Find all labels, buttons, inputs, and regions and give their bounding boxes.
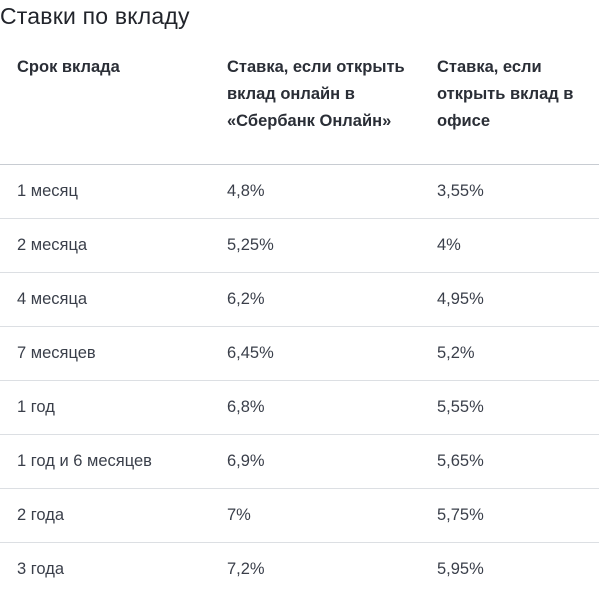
term-cell: 4 месяца <box>0 272 210 327</box>
office-rate-cell: 5,65% <box>420 434 599 489</box>
header-term: Срок вклада <box>0 44 210 165</box>
table-row: 7 месяцев 6,45% 5,2% <box>0 326 599 381</box>
term-cell: 3 года <box>17 559 65 578</box>
term-cell: 1 год и 6 месяцев <box>0 434 210 489</box>
office-rate-cell: 5,95% <box>437 559 484 578</box>
term-cell: 2 года <box>0 488 210 543</box>
term-cell: 1 год <box>0 380 210 435</box>
header-office-rate: Ставка, если открыть вклад в офисе <box>420 44 599 165</box>
table-row: 1 месяц 4,8% 3,55% <box>0 164 599 219</box>
header-online-rate: Ставка, если открыть вклад онлайн в «Сбе… <box>210 44 420 165</box>
term-cell: 2 месяца <box>0 218 210 273</box>
online-rate-cell: 6,8% <box>210 380 420 435</box>
table-row: 4 месяца 6,2% 4,95% <box>0 272 599 327</box>
online-rate-cell: 5,25% <box>210 218 420 273</box>
rates-table: Срок вклада Ставка, если открыть вклад о… <box>0 44 599 596</box>
office-rate-cell: 5,55% <box>420 380 599 435</box>
table-row: 2 года 7% 5,75% <box>0 488 599 543</box>
table-row: 1 год и 6 месяцев 6,9% 5,65% <box>0 434 599 489</box>
term-cell: 7 месяцев <box>0 326 210 381</box>
online-rate-cell: 7% <box>210 488 420 543</box>
online-rate-cell: 6,45% <box>210 326 420 381</box>
office-rate-cell: 5,2% <box>420 326 599 381</box>
office-rate-cell: 5,75% <box>420 488 599 543</box>
table-row: 2 месяца 5,25% 4% <box>0 218 599 273</box>
online-rate-cell: 6,9% <box>210 434 420 489</box>
table-header-row: Срок вклада Ставка, если открыть вклад о… <box>0 44 599 165</box>
term-cell: 1 месяц <box>0 164 210 219</box>
office-rate-cell: 3,55% <box>420 164 599 219</box>
table-row: 3 года 7,2% 5,95% <box>0 542 599 596</box>
online-rate-cell: 6,2% <box>210 272 420 327</box>
table-row: 1 год 6,8% 5,55% <box>0 380 599 435</box>
office-rate-cell: 4,95% <box>420 272 599 327</box>
online-rate-cell: 4,8% <box>210 164 420 219</box>
office-rate-cell: 4% <box>420 218 599 273</box>
online-rate-cell: 7,2% <box>227 559 265 578</box>
page-title: Ставки по вкладу <box>0 3 190 29</box>
